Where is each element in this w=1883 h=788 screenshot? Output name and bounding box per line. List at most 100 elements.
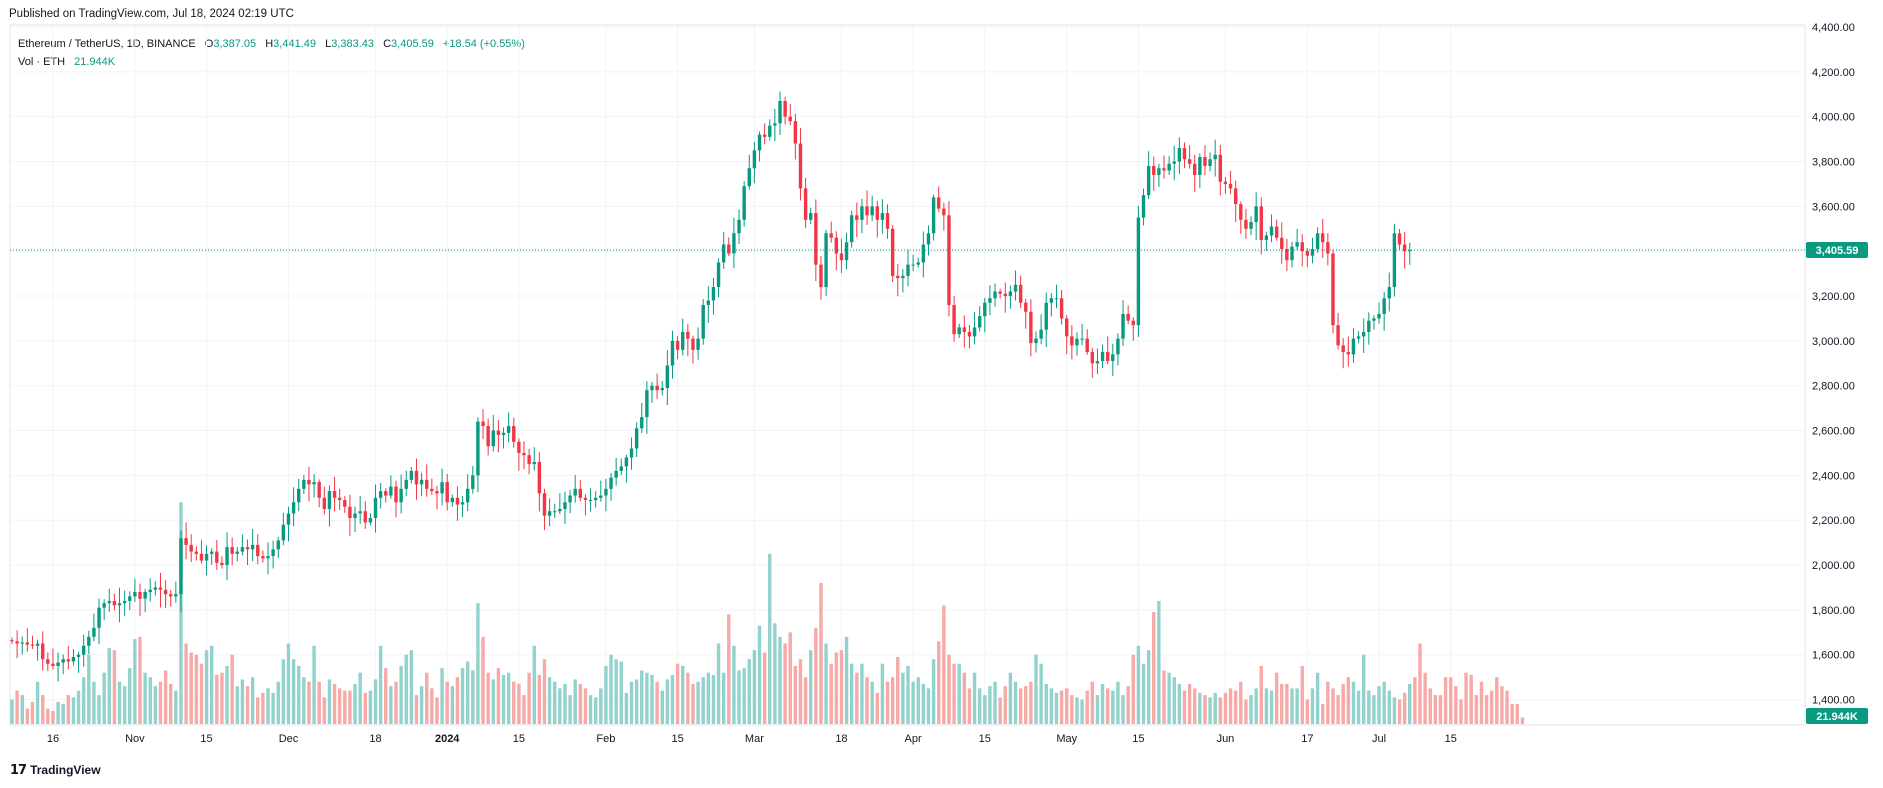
volume-bar bbox=[1049, 688, 1054, 724]
candle-body bbox=[133, 591, 137, 597]
candle-body bbox=[1131, 320, 1135, 326]
volume-bar bbox=[471, 670, 475, 724]
volume-bar bbox=[629, 681, 634, 724]
volume-bar bbox=[41, 695, 45, 724]
volume-bar bbox=[1310, 688, 1315, 724]
candle-body bbox=[271, 549, 275, 557]
candle-body bbox=[844, 242, 849, 261]
volume-bar bbox=[1208, 697, 1212, 724]
low-key: L bbox=[325, 38, 332, 50]
candle-body bbox=[1310, 248, 1315, 256]
candle-body bbox=[189, 544, 193, 552]
volume-bar bbox=[10, 699, 14, 724]
volume-bar bbox=[875, 692, 879, 724]
volume-bar bbox=[209, 645, 214, 724]
candle-body bbox=[645, 390, 649, 418]
candle-body bbox=[384, 491, 388, 496]
volume-bar bbox=[901, 672, 905, 724]
volume-bar bbox=[194, 654, 199, 724]
candle-body bbox=[542, 493, 547, 516]
volume-bar bbox=[1423, 672, 1427, 724]
volume-bar bbox=[1356, 690, 1361, 724]
candle-body bbox=[583, 497, 588, 501]
candle-body bbox=[993, 291, 997, 299]
volume-bar bbox=[1331, 688, 1335, 724]
volume-bar bbox=[977, 688, 982, 724]
volume-bar bbox=[1044, 683, 1048, 724]
volume-bar bbox=[71, 697, 76, 724]
volume-bar bbox=[1505, 690, 1509, 724]
candle-body bbox=[691, 338, 695, 350]
volume-bar bbox=[1433, 695, 1438, 724]
candle-body bbox=[1024, 302, 1028, 312]
volume-bar bbox=[1413, 677, 1417, 724]
volume-bar bbox=[276, 681, 280, 724]
volume-bar bbox=[1239, 681, 1243, 724]
candle-body bbox=[353, 513, 357, 518]
candle-body bbox=[640, 417, 644, 429]
candle-body bbox=[926, 233, 931, 245]
candle-body bbox=[803, 188, 808, 220]
candle-body bbox=[1372, 318, 1376, 321]
candle-body bbox=[1264, 235, 1269, 240]
candle-body bbox=[757, 134, 762, 151]
candle-body bbox=[568, 495, 572, 503]
y-tick-label: 1,600.00 bbox=[1812, 650, 1855, 662]
volume-bar bbox=[947, 654, 951, 724]
candle-body bbox=[1008, 291, 1013, 297]
volume-bar bbox=[542, 659, 547, 724]
candle-body bbox=[563, 502, 567, 510]
candle-body bbox=[1100, 352, 1105, 362]
volume-bar bbox=[681, 665, 685, 724]
candle-body bbox=[1356, 336, 1361, 339]
x-tick-label: 17 bbox=[1301, 733, 1313, 745]
change-value: +18.54 (+0.55%) bbox=[442, 38, 525, 50]
volume-bar bbox=[501, 674, 506, 724]
candle-body bbox=[512, 426, 516, 442]
volume-bar bbox=[1300, 665, 1304, 724]
candle-body bbox=[378, 491, 383, 498]
candle-body bbox=[179, 538, 183, 595]
volume-bar bbox=[1029, 681, 1033, 724]
candle-body bbox=[977, 316, 982, 328]
volume-bar bbox=[215, 674, 219, 724]
candle-body bbox=[675, 340, 680, 350]
volume-bar bbox=[332, 683, 337, 724]
candle-body bbox=[1095, 361, 1100, 364]
volume-bar bbox=[747, 659, 751, 724]
candle-body bbox=[266, 556, 270, 559]
candle-body bbox=[609, 477, 613, 489]
candle-body bbox=[163, 589, 168, 595]
candle-body bbox=[460, 502, 465, 505]
volume-bar bbox=[742, 668, 746, 724]
volume-bar bbox=[343, 690, 347, 724]
volume-bar bbox=[593, 697, 598, 724]
volume-bar bbox=[1203, 695, 1207, 724]
x-tick-label: 16 bbox=[47, 733, 59, 745]
candle-body bbox=[737, 219, 741, 234]
x-tick-label: 15 bbox=[1445, 733, 1457, 745]
volume-bar bbox=[972, 672, 977, 724]
candle-body bbox=[1208, 159, 1212, 166]
candle-body bbox=[10, 640, 14, 642]
candle-body bbox=[138, 591, 142, 599]
volume-bar bbox=[1172, 677, 1176, 724]
candle-body bbox=[1111, 354, 1115, 362]
volume-bar bbox=[998, 697, 1002, 724]
candle-body bbox=[312, 482, 316, 485]
candle-body bbox=[1029, 311, 1033, 344]
candle-body bbox=[220, 562, 224, 566]
candle-body bbox=[1326, 242, 1330, 254]
high-value: 3,441.49 bbox=[273, 38, 316, 50]
candle-body bbox=[711, 287, 716, 301]
candle-body bbox=[153, 587, 158, 590]
volume-bar bbox=[1003, 686, 1007, 724]
volume-bar bbox=[1443, 677, 1448, 724]
volume-bar bbox=[865, 677, 869, 724]
candle-body bbox=[588, 500, 593, 502]
y-tick-label: 4,200.00 bbox=[1812, 67, 1855, 79]
volume-bar bbox=[87, 654, 91, 724]
volume-bar bbox=[1146, 650, 1151, 724]
volume-bar bbox=[921, 683, 926, 724]
